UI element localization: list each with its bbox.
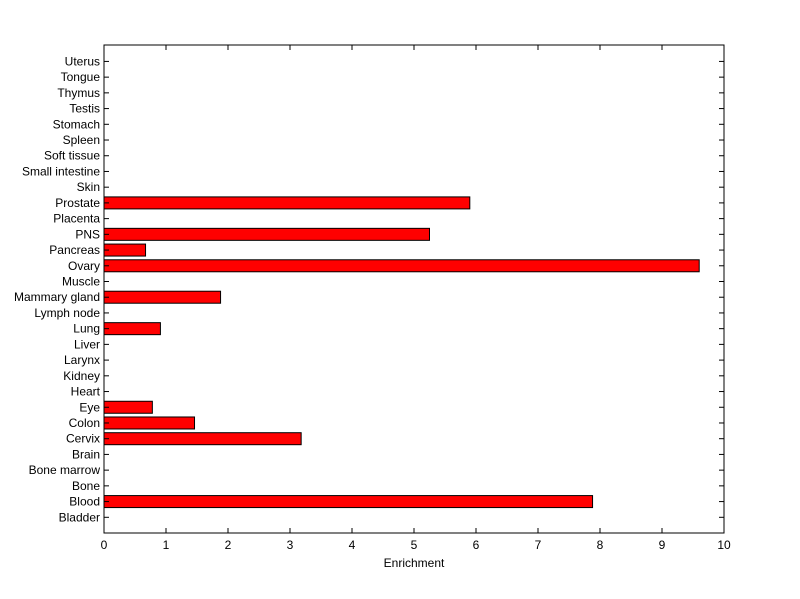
bar-mammary-gland	[103, 290, 222, 304]
x-tick-label-0: 0	[101, 538, 108, 552]
tick-layer	[103, 45, 725, 533]
x-tick-label-4: 4	[349, 538, 356, 552]
y-tick-label-cervix: Cervix	[66, 432, 100, 446]
y-tick-label-prostate: Prostate	[55, 196, 100, 210]
y-tick-label-kidney: Kidney	[63, 369, 100, 383]
y-tick-label-bone-marrow: Bone marrow	[29, 463, 101, 477]
plot-area	[104, 45, 724, 533]
plot-frame	[103, 44, 725, 534]
x-tick-label-8: 8	[597, 538, 604, 552]
y-tick-label-stomach: Stomach	[53, 117, 100, 131]
x-tick-label-1: 1	[163, 538, 170, 552]
y-tick-label-lymph-node: Lymph node	[34, 306, 100, 320]
y-tick-label-skin: Skin	[77, 180, 100, 194]
y-tick-label-mammary-gland: Mammary gland	[14, 290, 100, 304]
x-tick-label-5: 5	[411, 538, 418, 552]
x-tick-label-2: 2	[225, 538, 232, 552]
bar-prostate	[103, 196, 471, 210]
x-tick-label-3: 3	[287, 538, 294, 552]
bar-lung	[103, 322, 161, 336]
y-tick-label-small-intestine: Small intestine	[22, 164, 100, 178]
x-tick-label-7: 7	[535, 538, 542, 552]
bar-ovary	[103, 259, 700, 273]
y-tick-label-colon: Colon	[69, 416, 100, 430]
y-tick-label-uterus: Uterus	[65, 54, 100, 68]
bar-eye	[103, 400, 153, 414]
bar-blood	[103, 495, 594, 509]
bar-pns	[103, 227, 430, 241]
y-tick-label-testis: Testis	[69, 102, 100, 116]
y-tick-label-tongue: Tongue	[61, 70, 101, 84]
bar-pancreas	[103, 243, 147, 257]
y-tick-label-spleen: Spleen	[63, 133, 100, 147]
y-tick-label-blood: Blood	[69, 495, 100, 509]
y-tick-label-bladder: Bladder	[59, 510, 100, 524]
y-tick-label-liver: Liver	[74, 337, 100, 351]
y-tick-label-larynx: Larynx	[64, 353, 100, 367]
y-tick-label-soft-tissue: Soft tissue	[44, 149, 100, 163]
y-tick-label-brain: Brain	[72, 447, 100, 461]
x-tick-label-9: 9	[659, 538, 666, 552]
y-tick-label-ovary: Ovary	[68, 259, 100, 273]
y-tick-label-eye: Eye	[79, 400, 100, 414]
x-tick-label-10: 10	[717, 538, 731, 552]
y-tick-label-placenta: Placenta	[53, 212, 100, 226]
x-tick-label-6: 6	[473, 538, 480, 552]
bar-cervix	[103, 432, 302, 446]
x-axis-label: Enrichment	[384, 556, 445, 570]
y-tick-label-lung: Lung	[73, 322, 100, 336]
y-tick-label-pns: PNS	[75, 227, 100, 241]
y-tick-label-pancreas: Pancreas	[49, 243, 100, 257]
bar-colon	[103, 416, 196, 430]
y-tick-label-thymus: Thymus	[57, 86, 100, 100]
y-tick-label-heart: Heart	[71, 385, 101, 399]
y-tick-label-bone: Bone	[72, 479, 100, 493]
y-tick-label-muscle: Muscle	[62, 275, 100, 289]
